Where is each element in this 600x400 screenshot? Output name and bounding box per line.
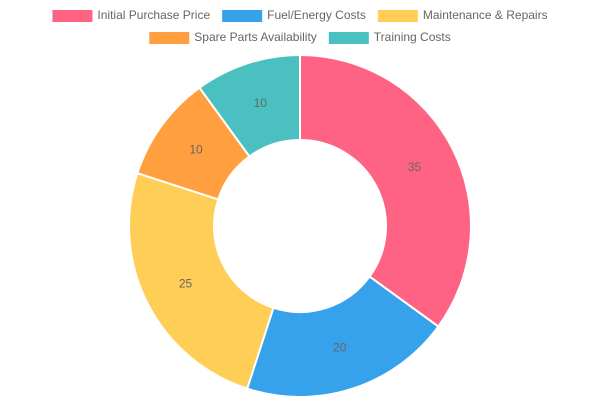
slice: [128, 171, 275, 390]
legend-label: Training Costs: [374, 30, 451, 44]
value-label: 25: [179, 277, 193, 291]
legend-swatch[interactable]: [149, 32, 190, 44]
value-label: 20: [333, 340, 347, 354]
legend-swatch[interactable]: [222, 10, 263, 22]
slice: [299, 53, 472, 328]
value-label: 35: [408, 160, 422, 174]
legend-label: Initial Purchase Price: [97, 8, 210, 22]
legend-label: Fuel/Energy Costs: [267, 8, 366, 22]
legend-swatch[interactable]: [328, 32, 369, 44]
legend-row: Spare Parts Availability Training Costs: [149, 30, 451, 44]
slice: [245, 275, 440, 398]
slice: [198, 53, 301, 158]
legend-swatch[interactable]: [52, 10, 93, 22]
legend-row: Initial Purchase Price Fuel/Energy Costs M…: [52, 8, 548, 22]
legend-label: Maintenance & Repairs: [423, 8, 548, 22]
legend-swatch[interactable]: [377, 10, 418, 22]
legend-label: Spare Parts Availability: [194, 30, 317, 44]
value-label: 10: [254, 96, 268, 110]
value-label: 10: [189, 143, 203, 157]
